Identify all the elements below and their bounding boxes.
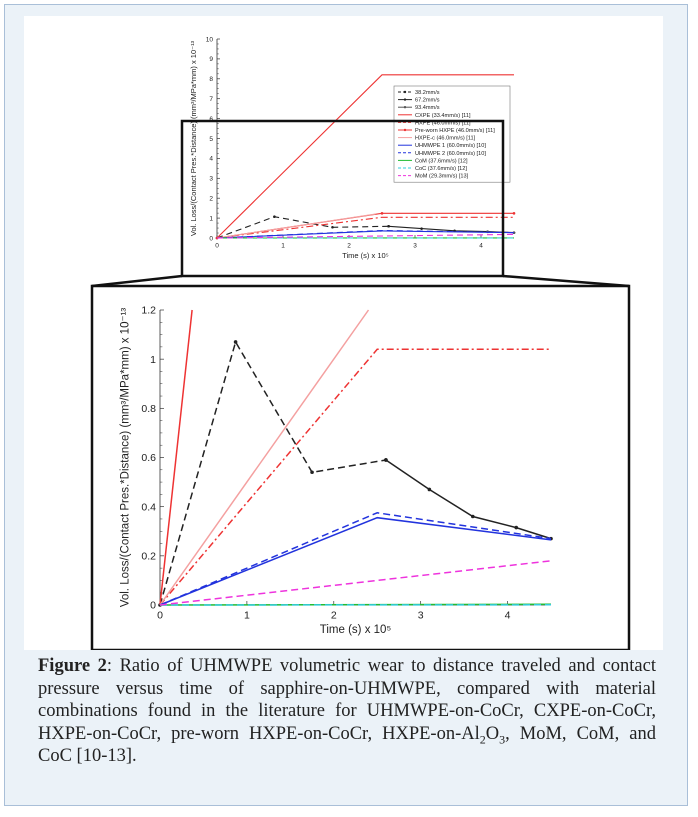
zoom-series-point	[427, 487, 432, 492]
legend-entry: HXPE (46.0mm/s) [11]	[415, 120, 471, 126]
zoom-connector-left	[91, 274, 183, 288]
overview-series-line	[216, 213, 376, 239]
zoom-series-line	[159, 309, 370, 606]
overview-chart: 0 1 2 3 4 0 1 2 3 4 5 6 7 8 9 10 Time (s) x 10⁵ Vol. Loss…	[189, 36, 516, 260]
caption-text-1: : Ratio of UHMWPE volumetric wear to dis…	[38, 656, 656, 744]
overview-x-tick-label: 3	[413, 243, 417, 250]
overview-series-point	[380, 212, 384, 215]
zoom-series-line	[159, 516, 552, 606]
legend-entry: CXPE (33.4mm/s) [11]	[415, 113, 471, 119]
caption-sub-1: 2	[479, 732, 486, 747]
overview-y-tick-label: 1	[209, 215, 213, 222]
legend-entry: CoM (37.6mm/s) [12]	[415, 158, 468, 164]
zoom-series-point	[233, 340, 238, 344]
zoom-series-line	[159, 560, 552, 606]
zoom-x-tick-label: 0	[157, 610, 163, 622]
zoom-y-tick-label: 0.2	[141, 551, 156, 563]
overview-x-tick-label: 1	[281, 243, 285, 250]
overview-series-point	[512, 212, 516, 215]
zoom-connector-right	[502, 274, 630, 288]
zoom-y-tick-label: 0.6	[141, 452, 156, 464]
overview-series-point	[420, 227, 423, 230]
overview-series-line	[216, 212, 514, 239]
zoom-series-line	[385, 459, 552, 540]
figure-caption: Figure 2: Ratio of UHMWPE volumetric wea…	[38, 655, 656, 768]
overview-x-tick-label: 4	[479, 243, 483, 250]
legend-entry: UHMWPE 1 (60.0mm/s) [10]	[415, 143, 486, 149]
caption-label: Figure 2	[38, 656, 107, 676]
figure-image: 0 1 2 3 4 0 1 2 3 4 5 6 7 8 9 10 Time (s) x 10⁵ Vol. Loss…	[24, 16, 663, 652]
legend-entry: 93.4mm/s	[415, 105, 440, 111]
overview-y-tick-label: 0	[209, 235, 213, 242]
legend-entry: 38.2mm/s	[415, 90, 440, 96]
overview-y-axis-label: Vol. Loss/(Contact Pres.*Distance) (mm³/…	[189, 40, 198, 236]
overview-y-tick-label: 10	[206, 36, 214, 43]
zoom-y-tick-label: 1	[150, 354, 156, 366]
legend-marker	[403, 90, 407, 94]
legend-entry: MoM (29.3mm/s) [13]	[415, 174, 469, 180]
zoom-x-tick-label: 3	[418, 610, 424, 622]
overview-y-tick-label: 2	[209, 195, 213, 202]
legend-entry: 67.2mm/s	[415, 98, 440, 104]
overview-series-point	[273, 215, 276, 219]
overview-y-tick-label: 5	[209, 136, 213, 143]
overview-series-point	[331, 225, 334, 229]
overview-series-line	[216, 216, 389, 239]
zoom-series-point	[384, 458, 388, 462]
overview-series-line	[216, 74, 514, 239]
legend-entry: UHMWPE 2 (60.0mm/s) [10]	[415, 151, 486, 157]
zoom-series-line	[159, 340, 387, 606]
legend-entry: CoC (37.6mm/s) [12]	[415, 166, 467, 172]
legend-marker	[403, 106, 407, 109]
zoom-x-tick-label: 2	[331, 610, 337, 622]
zoom-y-tick-label: 0.4	[141, 501, 156, 513]
caption-sub-2: 3	[499, 732, 506, 747]
overview-x-tick-label: 0	[215, 243, 219, 250]
zoom-series-line	[159, 348, 551, 606]
zoom-x-tick-label: 4	[505, 610, 511, 622]
overview-y-tick-label: 7	[209, 96, 213, 103]
zoom-region-box	[180, 119, 505, 278]
zoom-series-point	[471, 514, 475, 519]
overview-y-tick-label: 9	[209, 56, 213, 63]
zoom-y-tick-label: 0	[150, 600, 156, 612]
overview-y-tick-label: 4	[209, 156, 213, 163]
overview-y-tick-label: 8	[209, 76, 213, 83]
zoom-panel-box	[90, 284, 631, 652]
overview-series-point	[387, 224, 390, 228]
overview-y-tick-label: 6	[209, 116, 213, 123]
legend-marker	[403, 98, 407, 101]
overview-x-axis-label: Time (s) x 10⁵	[342, 251, 389, 260]
figure-panel: 0 1 2 3 4 0 1 2 3 4 5 6 7 8 9 10 Time (s) x 10⁵ Vol. Loss…	[4, 4, 688, 806]
overview-series-line	[216, 229, 515, 239]
zoom-chart: 0 1 2 3 4 0 0.2 0.4 0.6 0.8 1 1.2 Time (s) x 10⁵ Vol.…	[120, 305, 553, 636]
overview-y-tick-label: 3	[209, 176, 213, 183]
caption-text-2: O	[485, 723, 500, 744]
legend-box	[393, 85, 511, 183]
zoom-series-point	[514, 525, 519, 530]
zoom-x-tick-label: 1	[244, 610, 250, 622]
legend-entry: HXPE-c (46.0mm/s) [11]	[415, 136, 476, 142]
zoom-series-line	[159, 309, 193, 606]
overview-x-tick-label: 2	[347, 243, 351, 250]
zoom-y-axis-label: Vol. Loss/(Contact Pres.*Distance) (mm³/…	[120, 308, 132, 608]
zoom-series-point	[310, 470, 314, 475]
overview-series-line	[216, 216, 514, 239]
zoom-x-axis-label: Time (s) x 10⁵	[320, 624, 392, 636]
zoom-y-tick-label: 0.8	[141, 403, 156, 415]
legend-entry: Pre-worn HXPE (46.0mm/s) [11]	[415, 128, 495, 134]
zoom-series-line	[159, 512, 552, 606]
zoom-y-tick-label: 1.2	[141, 305, 156, 317]
legend-marker	[403, 128, 407, 132]
caption-text-3: , MoM, CoM, and CoC [10-13].	[38, 723, 656, 767]
